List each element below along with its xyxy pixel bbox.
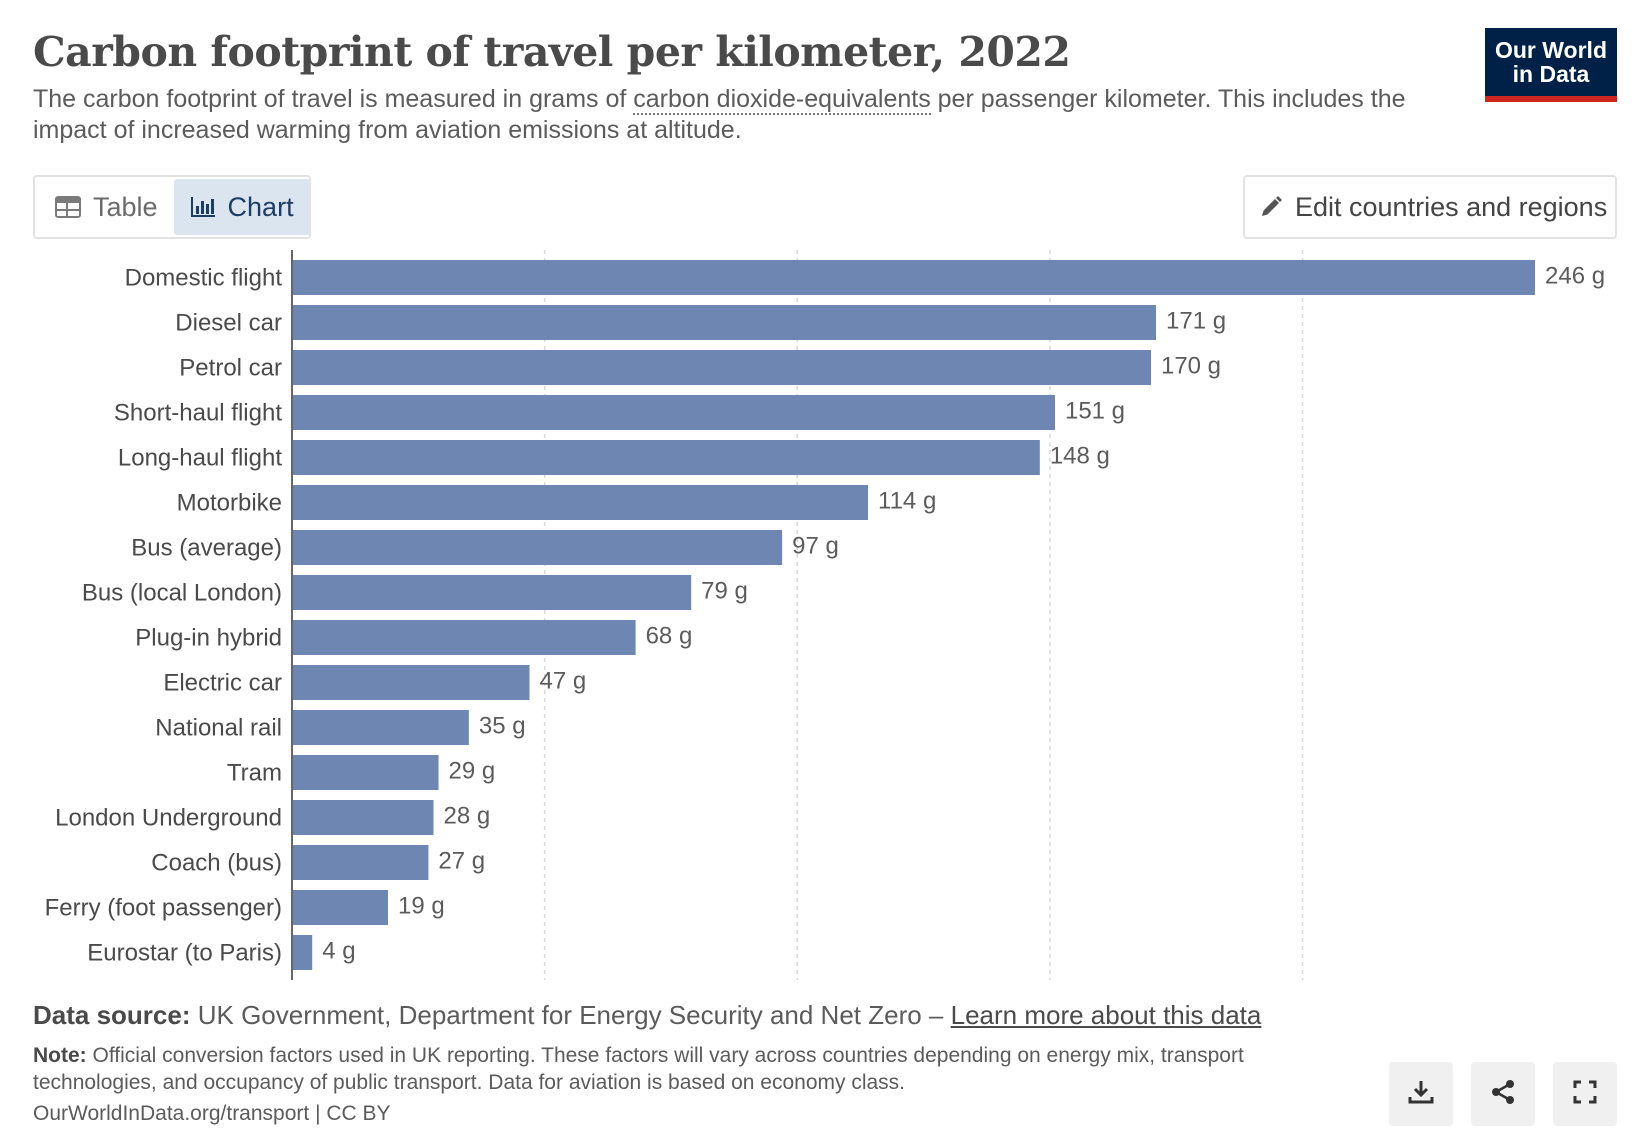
logo-line-2: in Data (1512, 61, 1590, 87)
value-label: 27 g (438, 848, 485, 875)
subtitle-definition-link[interactable]: carbon dioxide-equivalents (633, 85, 931, 115)
table-icon (55, 196, 81, 218)
fullscreen-icon (1572, 1079, 1598, 1110)
bar[interactable] (292, 845, 429, 880)
chart-subtitle: The carbon footprint of travel is measur… (33, 84, 1433, 146)
source-label: Data source: (33, 1000, 191, 1030)
tab-table[interactable]: Table (39, 179, 174, 235)
credit-line[interactable]: OurWorldInData.org/transport | CC BY (33, 1102, 391, 1125)
learn-more-link[interactable]: Learn more about this data (950, 1000, 1262, 1030)
bar[interactable] (292, 800, 434, 835)
value-label: 79 g (701, 578, 748, 605)
category-label: Motorbike (177, 490, 282, 517)
note-label: Note: (33, 1044, 87, 1067)
category-label: Plug-in hybrid (135, 625, 282, 652)
value-label: 170 g (1161, 353, 1221, 380)
tab-chart-label: Chart (227, 191, 294, 222)
category-label: London Underground (55, 805, 282, 832)
bar[interactable] (292, 530, 783, 565)
chart-icon (190, 196, 216, 218)
owid-logo[interactable]: Our World in Data (1485, 28, 1617, 102)
bar[interactable] (292, 260, 1535, 295)
value-label: 97 g (792, 533, 839, 560)
bar[interactable] (292, 755, 439, 790)
bar[interactable] (292, 710, 469, 745)
category-label: Coach (bus) (151, 850, 282, 877)
value-label: 246 g (1545, 263, 1605, 290)
bar-chart: Domestic flight 246 g Diesel car 171 g Petro… (45, 250, 1605, 980)
bar[interactable] (292, 575, 692, 610)
value-label: 151 g (1065, 398, 1125, 425)
category-label: Short-haul flight (114, 400, 282, 427)
value-label: 19 g (398, 893, 445, 920)
category-label: Bus (local London) (82, 580, 282, 607)
category-label: National rail (155, 715, 282, 742)
download-button[interactable] (1389, 1062, 1453, 1126)
bar[interactable] (292, 890, 389, 925)
category-label: Diesel car (175, 310, 282, 337)
value-label: 47 g (539, 668, 586, 695)
bar[interactable] (292, 305, 1157, 340)
bar[interactable] (292, 395, 1055, 430)
value-label: 35 g (479, 713, 526, 740)
share-button[interactable] (1471, 1062, 1535, 1126)
value-label: 148 g (1050, 443, 1110, 470)
edit-countries-label: Edit countries and regions (1295, 191, 1608, 222)
value-label: 29 g (449, 758, 496, 785)
bar[interactable] (292, 665, 530, 700)
pencil-icon (1259, 195, 1283, 219)
bar[interactable] (292, 440, 1040, 475)
edit-countries-button[interactable]: Edit countries and regions (1243, 175, 1617, 239)
bar[interactable] (292, 485, 869, 520)
bar[interactable] (292, 935, 313, 970)
chart-note: Note: Official conversion factors used i… (33, 1042, 1333, 1096)
tab-table-label: Table (93, 191, 158, 222)
value-label: 68 g (646, 623, 693, 650)
value-label: 28 g (443, 803, 490, 830)
category-label: Bus (average) (131, 535, 282, 562)
view-tabs: Table Chart (33, 175, 311, 239)
category-label: Eurostar (to Paris) (87, 940, 282, 967)
value-label: 114 g (878, 488, 936, 515)
data-source: Data source: UK Government, Department f… (33, 1000, 1261, 1031)
chart-title: Carbon footprint of travel per kilometer… (33, 28, 1071, 76)
category-label: Petrol car (179, 355, 282, 382)
download-icon (1407, 1078, 1435, 1111)
bar[interactable] (292, 620, 636, 655)
value-label: 4 g (322, 938, 355, 965)
source-text: UK Government, Department for Energy Sec… (190, 1000, 951, 1030)
fullscreen-button[interactable] (1553, 1062, 1617, 1126)
note-text: Official conversion factors used in UK r… (33, 1044, 1244, 1094)
subtitle-text-end: per passenger kilometer. This includes t… (33, 85, 1406, 144)
tab-chart[interactable]: Chart (173, 179, 310, 235)
category-label: Tram (227, 760, 282, 787)
category-label: Long-haul flight (118, 445, 282, 472)
category-label: Electric car (163, 670, 282, 697)
value-label: 171 g (1166, 308, 1226, 335)
category-label: Ferry (foot passenger) (45, 895, 282, 922)
category-label: Domestic flight (125, 265, 283, 292)
bar[interactable] (292, 350, 1151, 385)
subtitle-text-start: The carbon footprint of travel is measur… (33, 85, 634, 113)
logo-line-1: Our World (1494, 37, 1607, 63)
share-icon (1489, 1078, 1517, 1111)
